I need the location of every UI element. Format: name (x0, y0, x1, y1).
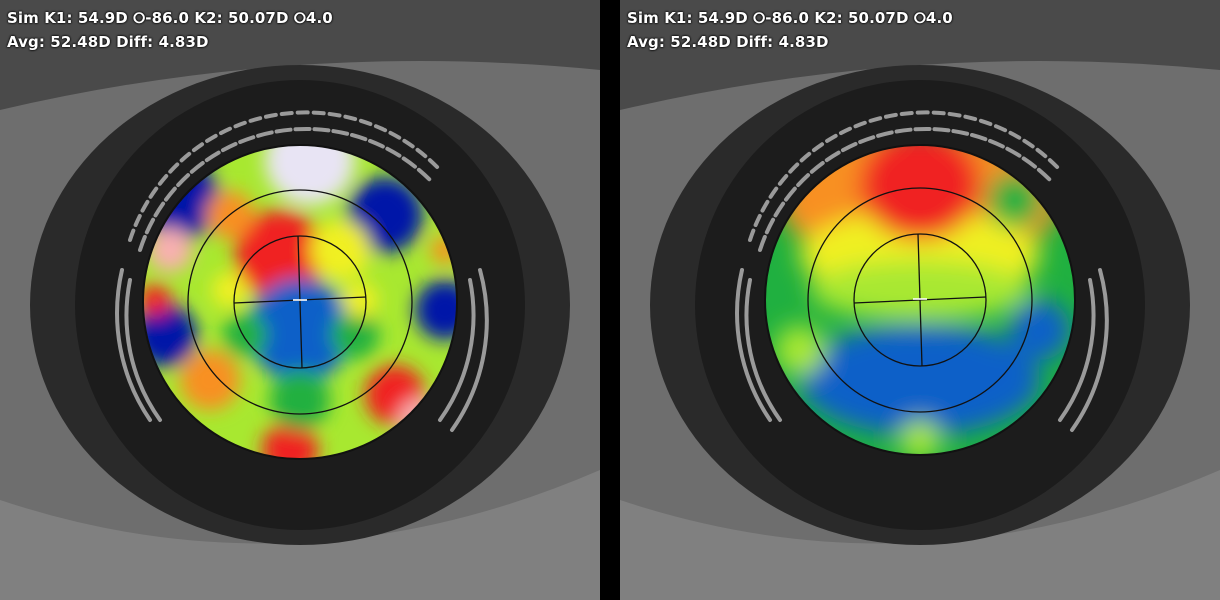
panel-divider (600, 0, 620, 600)
topography-panel-right: Sim K1: 54.9D ⭘-86.0 K2: 50.07D ⭘4.0 Avg… (620, 0, 1220, 600)
sim-k-line: Sim K1: 54.9D ⭘-86.0 K2: 50.07D ⭘4.0 (7, 9, 333, 27)
sim-k-line: Sim K1: 54.9D ⭘-86.0 K2: 50.07D ⭘4.0 (627, 9, 953, 27)
keratometry-readout-right: Sim K1: 54.9D ⭘-86.0 K2: 50.07D ⭘4.0 Avg… (627, 6, 953, 54)
avg-diff-line: Avg: 52.48D Diff: 4.83D (627, 33, 829, 51)
avg-diff-line: Avg: 52.48D Diff: 4.83D (7, 33, 209, 51)
topography-map-left (143, 145, 457, 459)
keratometry-readout-left: Sim K1: 54.9D ⭘-86.0 K2: 50.07D ⭘4.0 Avg… (7, 6, 333, 54)
topography-map-right (765, 145, 1075, 455)
eye-image-right (620, 0, 1220, 600)
topography-panel-left: Sim K1: 54.9D ⭘-86.0 K2: 50.07D ⭘4.0 Avg… (0, 0, 600, 600)
eye-image-left (0, 0, 600, 600)
